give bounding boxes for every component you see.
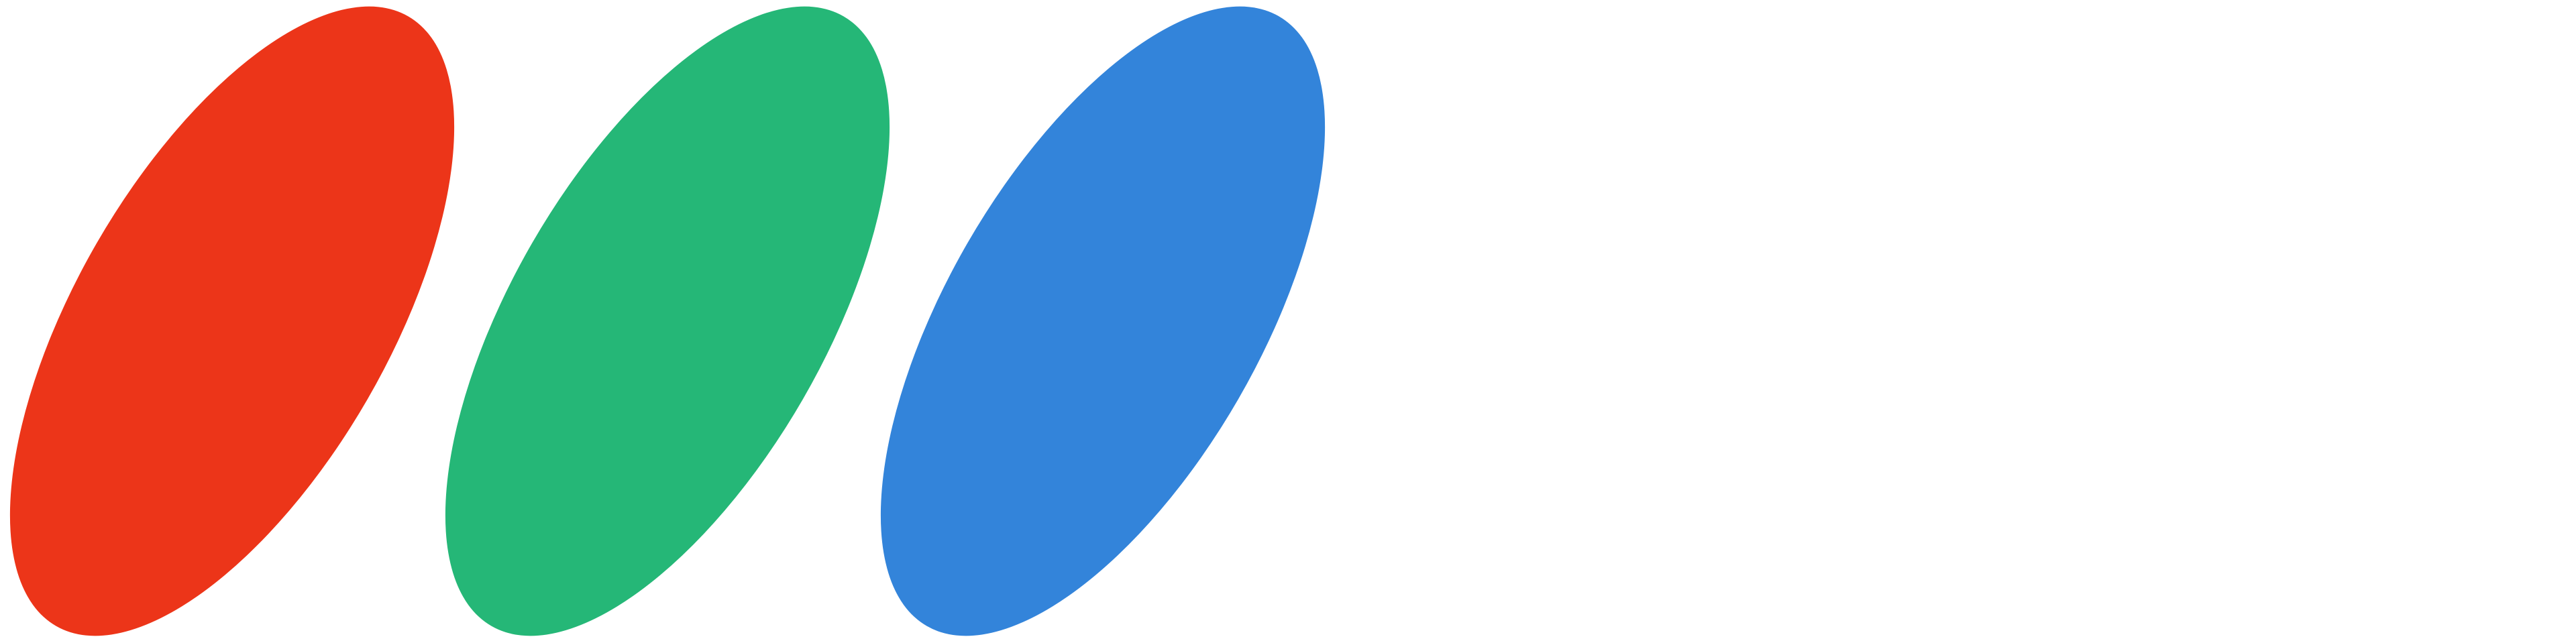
green-ellipse bbox=[445, 6, 890, 636]
red-ellipse bbox=[9, 6, 455, 636]
empty-space bbox=[1368, 0, 2576, 643]
logo-mark bbox=[9, 6, 1326, 636]
blue-ellipse bbox=[880, 6, 1326, 636]
